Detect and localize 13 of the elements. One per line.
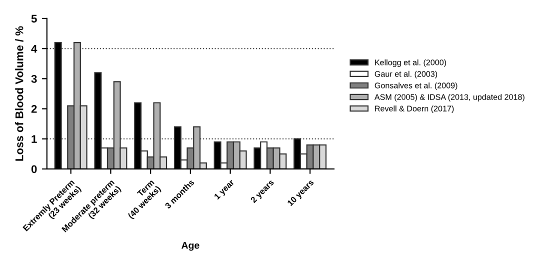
y-tick-label: 2 bbox=[31, 105, 37, 113]
y-tick-label: 5 bbox=[31, 14, 37, 23]
y-tick-label: 1 bbox=[32, 135, 37, 143]
legend-label: Kellogg et al. (2000) bbox=[375, 59, 446, 67]
legend-label: Gaur et al. (2003) bbox=[374, 70, 438, 78]
x-axis-title: Age bbox=[182, 242, 200, 251]
legend-label: Gonsalves et al. (2009) bbox=[374, 82, 458, 90]
y-tick-label: 0 bbox=[31, 165, 37, 174]
y-tick-label: 4 bbox=[31, 44, 38, 53]
legend-label: Revell & Doern (2017) bbox=[375, 106, 454, 114]
y-axis-title: Loss of Blood Volume / % bbox=[15, 26, 24, 161]
legend-label: ASM (2005) & IDSA (2013, updated 2018) bbox=[374, 94, 524, 102]
y-tick-label: 3 bbox=[31, 74, 37, 83]
